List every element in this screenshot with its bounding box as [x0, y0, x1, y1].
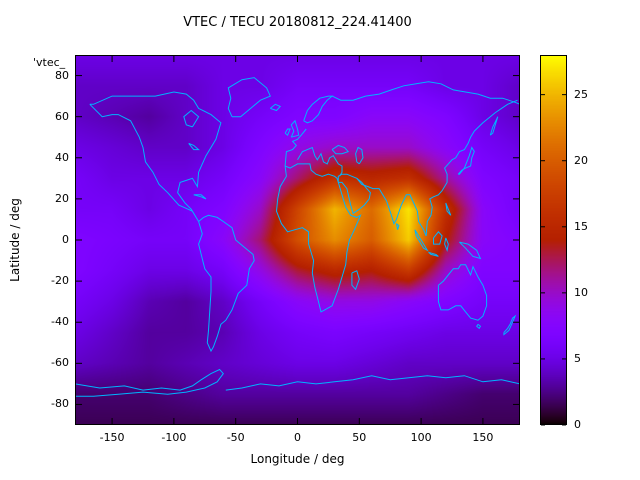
x-tick-label: -50 [226, 431, 245, 444]
y-tick-label: -20 [51, 274, 69, 288]
y-tick-label: 20 [55, 191, 69, 205]
x-tick-label: 100 [410, 431, 432, 444]
colorbar-tick-label: 20 [574, 153, 588, 167]
y-tick-label: -60 [51, 356, 69, 370]
x-tick-label: 150 [472, 431, 494, 444]
y-tick-label: 60 [55, 109, 69, 123]
colorbar-tick-label: 25 [574, 87, 588, 101]
x-axis-label: Longitude / deg [250, 452, 345, 466]
y-axis-label: Latitude / deg [8, 198, 22, 282]
plot-title: VTEC / TECU 20180812_224.41400 [183, 15, 412, 30]
heatmap-canvas [75, 55, 520, 425]
colorbar-tick-label: 0 [574, 418, 581, 431]
x-tick-label: -150 [99, 431, 125, 444]
y-tick-label: 0 [62, 233, 69, 246]
x-tick-label: 0 [294, 431, 301, 444]
y-tick-label: -40 [51, 315, 69, 329]
colorbar-canvas [540, 55, 567, 425]
series-key-label: 'vtec_ [33, 56, 66, 69]
x-tick-label: 50 [352, 431, 367, 444]
colorbar-tick-label: 15 [574, 219, 588, 233]
y-tick-label: 40 [55, 150, 69, 164]
y-tick-label: 80 [55, 68, 69, 82]
colorbar-tick-label: 10 [574, 285, 588, 299]
y-tick-label: -80 [51, 397, 69, 411]
x-tick-label: -100 [161, 431, 187, 444]
colorbar-tick-label: 5 [574, 351, 581, 365]
